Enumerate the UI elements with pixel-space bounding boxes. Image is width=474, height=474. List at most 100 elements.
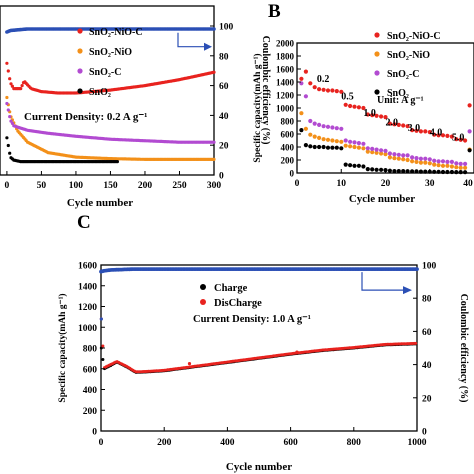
panel-a-point-coulombic-150 [212,27,216,31]
panel-b-point-s2-24 [405,153,410,158]
panel-b-point-s3-22 [396,169,401,174]
panel-b-point-s0-9 [339,89,344,94]
panel-b-point-s3-31 [436,169,441,174]
panel-c-y2tick-label-3: 60 [422,328,432,338]
panel-a-y2tick-label-5: 100 [219,23,234,33]
panel-b-point-s0-26 [414,128,419,133]
panel-a-legend-marker-1 [77,48,83,54]
panel-b-point-s2-38 [467,129,472,134]
panel-b-point-s1-37 [463,165,468,170]
panel-b-point-s1-21 [392,156,397,161]
panel-b-xtick-label-4: 40 [463,179,473,189]
panel-b-ytick-label-7: 1400 [276,78,295,88]
panel-b-legend-marker-3 [374,89,380,95]
panel-c-axes: 0 200 400 600 800 100002004006008001000120014… [78,262,437,449]
panel-c-ylabel: Specific capacity(mAh g⁻¹) [57,293,68,402]
panel-b-point-s3-16 [370,167,375,172]
panel-b-point-s3-5 [321,144,326,150]
panel-c-point-s0-1 [101,358,105,361]
panel-a-frame [0,5,215,176]
panel-a-xtick-label-2: 100 [69,181,84,191]
panel-b-point-s1-2 [308,132,313,137]
panel-b-point-s3-17 [374,167,379,172]
panel-b-point-s3-12 [352,163,357,168]
panel-c-y2label: Coulombic efficiency (%) [458,294,469,403]
panel-c-point-outlier-1 [295,350,299,354]
panel-b-point-s0-12 [352,104,357,109]
panel-b-point-s0-25 [410,128,415,133]
panel-b-point-s3-9 [339,146,344,151]
panel-b-rate-label-6: 5.0 [452,133,465,144]
panel-b-point-s3-28 [423,169,428,174]
panel-a-arrow [177,32,204,48]
panel-c-y2tick-label-1: 20 [422,394,432,404]
panel-b-rate-label-1: 0.5 [341,92,354,103]
panel-c-ytick-label-3: 600 [83,365,98,375]
panel-b-point-s3-2 [308,144,313,149]
panel-c-ytick-label-7: 1400 [78,282,97,292]
panel-c-arrow [361,272,403,291]
panel-b-point-s0-2 [308,81,313,86]
panel-b-legend-label-0: SnO₂-NiO-C [387,31,441,42]
panel-b-point-s2-10 [343,138,348,143]
panel-b-rate-label-0: 0.2 [317,74,330,85]
panel-a-legend-label-3: SnO₂ [89,87,111,98]
panel-a-point-s0-150 [212,70,216,74]
panel-a-legend-marker-3 [77,88,83,94]
panel-b-ytick-label-10: 2000 [276,39,295,49]
panel-a-point-s2-4 [10,121,14,125]
panel-b-point-s2-1 [303,94,308,99]
panel-b-point-s3-7 [330,145,335,150]
panel-b-point-s3-24 [405,169,410,174]
panel-b-point-s0-7 [330,88,335,93]
panel-c-xlabel: Cycle number [226,461,292,473]
panel-b-point-s1-4 [317,135,322,140]
panel-b-point-s2-6 [325,124,331,129]
panel-a-point-s0-10 [19,87,23,91]
panel-b-point-s1-32 [440,163,446,168]
panel-a-xtick-label-4: 200 [138,181,153,191]
panel-a-point-s2-3 [9,119,13,123]
panel-c-legend-label-1: DisCharge [214,298,262,309]
panel-a-point-s1-0 [5,95,9,100]
panel-b-point-s2-23 [401,153,406,158]
panel-a-y2tick-label-3: 60 [219,82,229,92]
panel-b-point-s3-1 [303,143,308,148]
panel-b-point-s2-18 [379,148,384,153]
panel-c-point-outlier-2 [187,361,192,366]
panel-b-point-s3-26 [414,169,419,174]
panel-b-point-s1-15 [365,149,370,154]
panel-c-label: C [77,212,91,233]
panel-b-point-s2-17 [374,147,379,152]
panel-b-point-s0-33 [445,133,450,138]
panel-c-point-s1-199 [414,341,418,345]
panel-c: C 0 200 400 600 800 1000020040060080010001200… [57,212,469,473]
panel-b-point-s0-23 [401,123,406,128]
panel-b-point-s1-25 [410,159,415,164]
panel-a-legend-marker-2 [77,68,83,74]
panel-b-point-s0-17 [374,113,379,118]
panel-b-plot [299,69,472,175]
panel-a-point-s0-1 [6,69,10,73]
panel-b-point-s3-10 [343,162,348,167]
panel-b-point-s2-34 [449,159,454,164]
panel-b-point-s2-13 [356,141,361,146]
panel-b-point-s1-35 [454,165,459,170]
panel-c-xtick-label-5: 1000 [408,438,427,448]
panel-a-point-s2-1 [6,108,10,112]
panel-b-point-s1-14 [361,146,366,151]
panel-b-point-s3-36 [458,170,463,175]
panel-b-point-s2-15 [365,146,370,151]
panel-b-point-s2-28 [423,156,428,161]
panel-b-point-s0-1 [303,69,308,74]
panel-b-point-s0-11 [348,103,353,109]
panel-b-ytick-label-3: 600 [281,130,295,140]
panel-a-point-s3-1 [6,143,10,148]
panel-b-point-s0-32 [440,133,446,138]
panel-b-point-s0-16 [370,113,375,118]
panel-c-legend-label-0: Charge [214,283,248,294]
panel-b-point-s1-9 [339,139,344,144]
panel-b-rate-labels: 0.2 0.5 1.0 2.0 3.0 4.0 5.0 [317,74,464,144]
